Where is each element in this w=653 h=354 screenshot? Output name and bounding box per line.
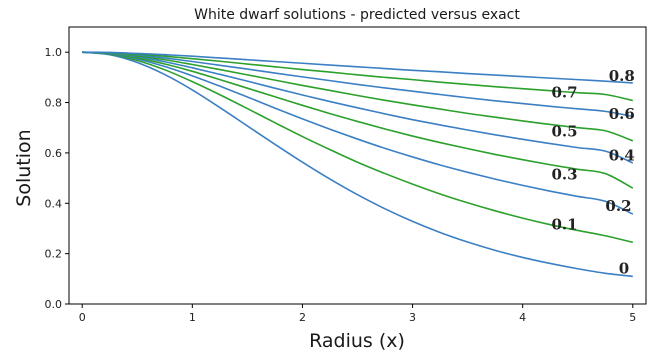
plot-area: 0 1 2 3 4 5 0.0 0.2 0.4 0.6 0.8 1.0 0.8 0.7 0.6 0.5 0.4 0… [45,26,647,324]
series-line-7 [82,51,633,102]
curve-label: 0.7 [551,83,577,101]
y-axis-label: Solution [13,129,35,206]
x-tick-label: 5 [629,311,636,324]
curve-label: 0.6 [609,105,635,123]
series-line-2 [82,51,634,215]
series-line-0 [82,51,633,278]
x-tick-label: 0 [79,311,86,324]
series-line-4 [82,51,634,164]
x-tick-label: 1 [189,311,196,324]
y-tick-label: 0.0 [45,298,63,311]
curve-label: 0.8 [609,67,635,85]
chart-title: White dwarf solutions - predicted versus… [194,7,520,23]
curve-label: 0.4 [609,146,635,164]
curve-label: 0.2 [605,197,631,215]
x-tick-label: 2 [299,311,306,324]
series-line-5 [82,51,634,142]
series-line-8 [82,51,633,84]
y-tick-label: 0.8 [45,97,63,110]
series-line-1 [82,51,633,244]
plot-frame [68,26,647,305]
series-line-3 [82,51,634,189]
series-line-6 [82,51,633,118]
x-tick-label: 4 [519,311,526,324]
x-tick-label: 3 [409,311,416,324]
curve-label: 0.1 [551,216,577,234]
x-axis-label: Radius (x) [309,330,405,352]
y-tick-label: 1.0 [45,46,63,59]
y-tick-label: 0.6 [45,147,63,160]
curve-label: 0.3 [551,165,577,183]
curve-label: 0 [619,260,629,278]
curve-label: 0.5 [551,123,577,141]
y-tick-label: 0.2 [45,248,63,261]
y-tick-label: 0.4 [45,197,63,210]
